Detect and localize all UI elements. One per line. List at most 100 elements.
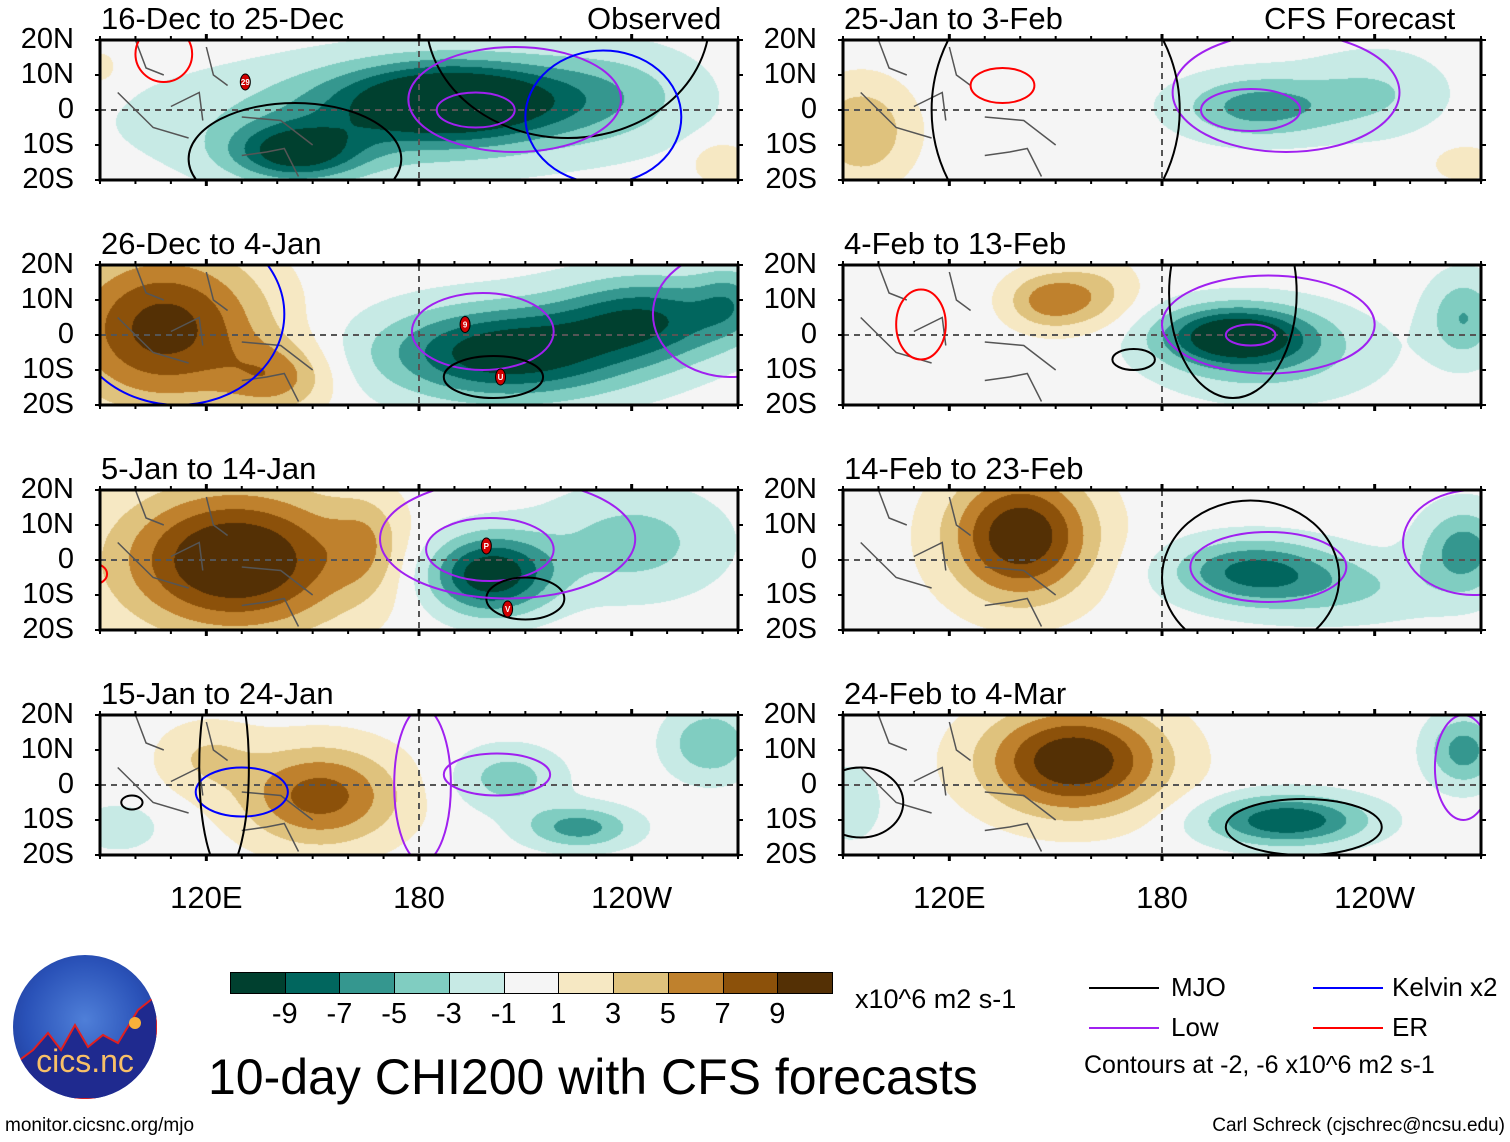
tropical-cyclone-icon: 9 (459, 316, 471, 333)
coastline (860, 265, 1057, 402)
colorbar-swatch (503, 972, 560, 994)
map-panel (838, 484, 1486, 636)
latitude-label: 10S (22, 128, 74, 160)
latitude-label: 20S (765, 838, 817, 870)
map-panel: 29 (95, 34, 743, 186)
mjo-contour (427, 40, 709, 139)
latitude-label: 10S (765, 128, 817, 160)
latitude-label: 20N (763, 473, 817, 505)
latitude-label: 10N (20, 58, 74, 90)
colorbar-swatch (448, 972, 505, 994)
latitude-label: 10N (763, 508, 817, 540)
latitude-label: 0 (57, 768, 74, 800)
map-overlay: PV (95, 484, 743, 636)
latitude-label: 20N (763, 23, 817, 55)
low-contour (1189, 531, 1348, 603)
source-url[interactable]: monitor.cicsnc.org/mjo (5, 1115, 195, 1136)
low-contour (410, 292, 555, 371)
latitude-label: 10N (763, 733, 817, 765)
cyclone-symbol (459, 316, 471, 333)
low-contour (1224, 323, 1277, 347)
low-contour (1433, 715, 1481, 821)
legend-kelvin-label: Kelvin x2 (1392, 972, 1498, 1002)
longitude-label: 180 (393, 880, 445, 915)
map-panel (838, 259, 1486, 411)
latitude-label: 0 (800, 543, 817, 575)
low-contour (435, 91, 516, 129)
mjo-contour (1111, 348, 1156, 371)
low-contour (1402, 490, 1481, 596)
colorbar-label: -5 (381, 998, 408, 1030)
mjo-contour (442, 355, 545, 399)
cyclone-symbol (239, 73, 251, 91)
panel-title: 15-Jan to 24-Jan (101, 676, 334, 711)
er-contour (100, 563, 109, 585)
panel-title: 26-Dec to 4-Jan (101, 226, 322, 261)
kelvin-contour (524, 49, 683, 180)
latitude-label: 20S (765, 388, 817, 420)
longitude-label: 120W (591, 880, 673, 915)
map-panel (838, 34, 1486, 186)
mjo-contour (187, 102, 403, 180)
cics-logo: cics.nc (13, 955, 157, 1099)
colorbar-swatch (558, 972, 615, 994)
er-contour (134, 40, 194, 83)
latitude-label: 20N (20, 248, 74, 280)
latitude-label: 0 (57, 318, 74, 350)
panel-title: 4-Feb to 13-Feb (844, 226, 1067, 261)
tropical-cyclone-icon: V (502, 600, 514, 618)
legend-mjo-line (1089, 987, 1159, 989)
legend-low-line (1089, 1027, 1159, 1029)
mjo-contour (1168, 265, 1298, 399)
colorbar-swatch (613, 972, 669, 994)
colorbar-label: -9 (271, 998, 298, 1030)
latitude-label: 10N (20, 508, 74, 540)
latitude-label: 0 (57, 543, 74, 575)
latitude-label: 0 (57, 93, 74, 125)
coastline (117, 40, 314, 177)
legend-low-label: Low (1171, 1012, 1219, 1042)
coastline (860, 715, 1057, 852)
figure-title: 10-day CHI200 with CFS forecasts (208, 1049, 978, 1105)
low-contour (651, 265, 738, 378)
mjo-contour (198, 715, 250, 855)
cyclone-label: U (498, 373, 504, 382)
colorbar-swatch (394, 972, 450, 994)
latitude-label: 20S (765, 163, 817, 195)
map-panel (95, 709, 743, 861)
colorbar-units: x10^6 m2 s-1 (855, 984, 1017, 1014)
map-overlay: 9U (95, 259, 743, 411)
latitude-label: 10N (763, 283, 817, 315)
coastline (117, 265, 314, 402)
latitude-label: 20N (20, 698, 74, 730)
map-panel (838, 709, 1486, 861)
longitude-label: 120E (170, 880, 243, 915)
panel-title: 16-Dec to 25-Dec (101, 1, 344, 36)
low-contour (1199, 88, 1302, 132)
colorbar-swatch (284, 972, 341, 994)
map-overlay (838, 259, 1486, 411)
colorbar-swatch (667, 972, 724, 994)
colorbar-swatch (230, 972, 286, 994)
map-overlay (838, 34, 1486, 186)
low-contour (1161, 274, 1376, 375)
er-contour (895, 288, 947, 361)
longitude-label: 180 (1136, 880, 1188, 915)
low-contour (407, 46, 623, 153)
map-overlay (95, 709, 743, 861)
panel-title: 14-Feb to 23-Feb (844, 451, 1084, 486)
er-contour (969, 67, 1036, 104)
low-contour (393, 715, 452, 855)
latitude-label: 20N (763, 698, 817, 730)
low-contour (379, 490, 637, 600)
panel-title: 24-Feb to 4-Mar (844, 676, 1067, 711)
latitude-label: 20N (763, 248, 817, 280)
low-contour (442, 752, 552, 797)
panel-title: 5-Jan to 14-Jan (101, 451, 317, 486)
low-contour (425, 517, 555, 582)
observed-label: Observed (587, 1, 722, 36)
map-overlay (838, 709, 1486, 861)
latitude-label: 10S (22, 578, 74, 610)
